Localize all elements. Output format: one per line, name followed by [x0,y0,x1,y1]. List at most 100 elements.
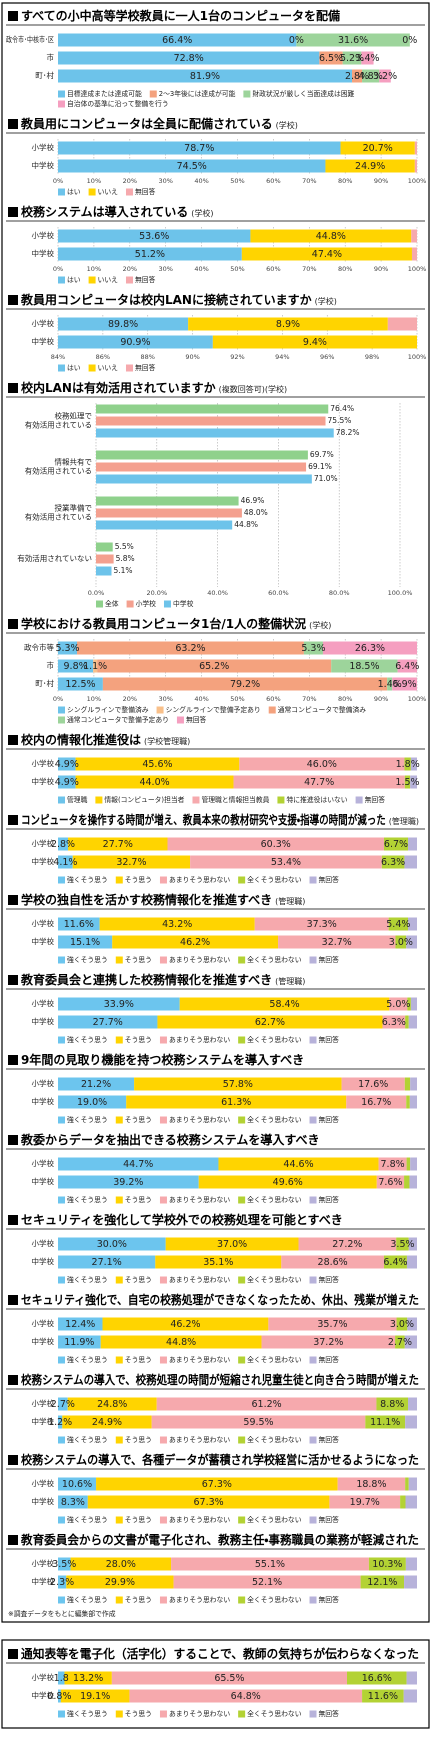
legend-label: あまりそう思わない [169,956,230,964]
value-label: 19.7% [350,1497,380,1508]
value-label: 16.7% [361,1097,391,1108]
legend-label: 強くそう思う [67,955,108,964]
value-label: 46.2% [180,937,210,948]
bar-segment [58,1335,101,1349]
x-tick-label: 86% [96,353,110,361]
category-label: 小学校 [32,1672,55,1682]
value-label: 74.5% [177,161,207,172]
legend-swatch [309,1710,317,1718]
bar-segment [58,1077,135,1091]
bar-segment [75,775,234,789]
value-label: 8.3% [61,1497,85,1508]
legend-label: そう思う [125,1276,152,1284]
value-label: 28.6% [318,1257,348,1268]
value-label: 6.9% [393,679,417,690]
value-label: 4.9% [55,759,79,770]
legend-swatch [125,364,133,372]
legend-label: あまりそう思わない [169,1276,230,1284]
value-label: 45.6% [142,759,172,770]
legend-label: 無回答 [135,363,156,372]
legend-swatch [115,1516,123,1524]
bar-segment [87,1495,330,1509]
value-label: 3.5% [52,1559,76,1570]
legend-label: 無回答 [319,1275,340,1284]
legend-swatch [115,1276,123,1284]
value-label: 24.8% [97,1399,127,1410]
x-tick-label: 90% [185,353,199,361]
legend-swatch [115,1036,123,1044]
title-marker [8,1055,18,1065]
legend-swatch [149,90,157,98]
legend-swatch [159,876,167,884]
value-label: 5.5% [115,542,134,551]
chart-title: すべての小中高等学校教員に一人1台のコンピュータを配備 [21,8,340,23]
bar-segment [303,641,323,655]
value-label: 1.8% [396,759,420,770]
bar-segment [406,1095,410,1109]
legend-label: 無回答 [319,1355,340,1364]
value-label: 19.0% [77,1097,107,1108]
legend-swatch [88,364,96,372]
legend-swatch [88,276,96,284]
bar-segment [96,1477,338,1491]
bar-segment [406,935,417,949]
value-label: 35.7% [317,1319,347,1330]
value-label: 31.6% [338,35,368,46]
value-label: 44.8% [166,1337,196,1348]
value-label: 6.4% [395,661,419,672]
value-label: 19.1% [80,1691,110,1702]
bar-segment [395,935,407,949]
bar-segment [340,141,415,155]
value-label: 6.4% [383,1257,407,1268]
x-tick-label: 80% [338,695,352,703]
bar-segment [408,1397,417,1411]
legend-swatch [125,276,133,284]
value-label: 60.3% [261,839,291,850]
category-label: 町･村 [35,70,54,80]
legend-swatch [115,1116,123,1124]
legend-label: 小学校 [136,599,157,608]
bar-segment [66,1575,174,1589]
legend-label: あまりそう思わない [169,1516,230,1524]
legend-swatch [58,956,65,964]
x-tick-label: 0.0% [88,589,105,597]
title-marker [8,735,18,745]
bar-segment [218,1157,379,1171]
bar [96,566,112,576]
legend-label: そう思う [125,1036,152,1044]
title-marker [8,207,18,217]
bar-segment [129,1689,363,1703]
bar [96,542,113,552]
bar-segment [134,1077,342,1091]
legend-swatch [238,956,246,964]
bar-segment [387,677,393,691]
bar-segment [58,1237,166,1251]
bar-segment [405,1557,417,1571]
legend-label: 情報(コンピュータ)担当者 [104,795,184,804]
value-label: 18.8% [356,1479,386,1490]
x-tick-label: 60% [266,177,280,185]
legend-label: 無回答 [319,1035,340,1044]
chart-title: 通知表等を電子化（活字化）することで、教師の気持ちが伝わらなくなった [21,1646,419,1661]
value-label: 16.6% [362,1673,392,1684]
bar-segment [407,1317,417,1331]
bar-segment [396,1317,408,1331]
value-label: 72.8% [174,53,204,64]
bar-segment [93,659,98,673]
bar-segment [341,1077,405,1091]
category-label: 中学校 [32,160,55,170]
legend-label: あまりそう思わない [169,1710,230,1718]
value-label: 12.1% [367,1577,397,1588]
value-label: 3.0% [390,1319,414,1330]
bar-segment [278,935,396,949]
legend-label: あまりそう思わない [169,1196,230,1204]
category-label: 中学校 [32,1016,55,1026]
legend-label: 強くそう思う [67,1435,108,1444]
bar-segment [362,69,380,83]
value-label: 63.2% [175,643,205,654]
bar-segment [58,1095,127,1109]
value-label: 71.0% [314,474,338,483]
legend-label: 無回答 [365,795,386,804]
legend-label: 無回答 [319,955,340,964]
